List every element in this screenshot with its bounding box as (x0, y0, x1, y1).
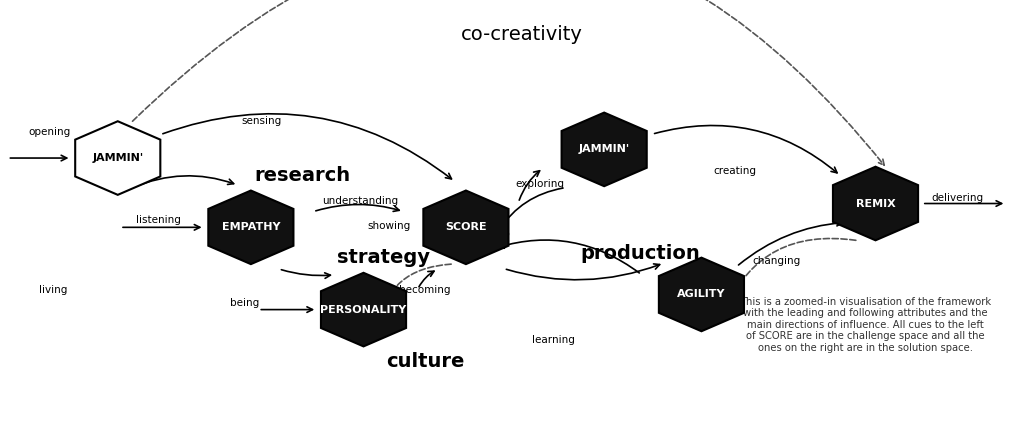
Polygon shape (658, 258, 744, 331)
Text: changing: changing (752, 255, 801, 266)
Text: learning: learning (531, 335, 574, 345)
Text: to do: to do (483, 229, 510, 239)
Text: production: production (581, 244, 699, 263)
Polygon shape (75, 121, 161, 195)
Text: PERSONALITY: PERSONALITY (321, 304, 407, 315)
Text: EMPATHY: EMPATHY (221, 222, 281, 233)
Polygon shape (423, 191, 509, 264)
Text: listening: listening (136, 214, 181, 225)
Text: being: being (229, 298, 259, 308)
Polygon shape (321, 273, 407, 346)
Text: opening: opening (29, 127, 71, 137)
Text: living: living (39, 285, 68, 295)
Text: JAMMIN': JAMMIN' (579, 144, 630, 155)
Text: creating: creating (714, 166, 757, 176)
Text: strategy: strategy (338, 248, 430, 267)
Polygon shape (833, 167, 919, 240)
Polygon shape (561, 113, 647, 186)
Text: exploring: exploring (515, 178, 564, 189)
Text: JAMMIN': JAMMIN' (92, 153, 143, 163)
Text: culture: culture (386, 352, 464, 371)
Text: delivering: delivering (932, 193, 984, 204)
Text: This is a zoomed-in visualisation of the framework
with the leading and followin: This is a zoomed-in visualisation of the… (739, 297, 991, 353)
Text: SCORE: SCORE (445, 222, 486, 233)
Text: AGILITY: AGILITY (677, 289, 726, 300)
Text: becoming: becoming (399, 285, 451, 295)
Text: co-creativity: co-creativity (461, 25, 584, 44)
Polygon shape (208, 191, 294, 264)
Text: REMIX: REMIX (856, 198, 895, 209)
Text: showing: showing (368, 221, 411, 231)
Text: sensing: sensing (241, 116, 282, 126)
Text: understanding: understanding (323, 196, 398, 207)
Text: research: research (254, 166, 350, 185)
